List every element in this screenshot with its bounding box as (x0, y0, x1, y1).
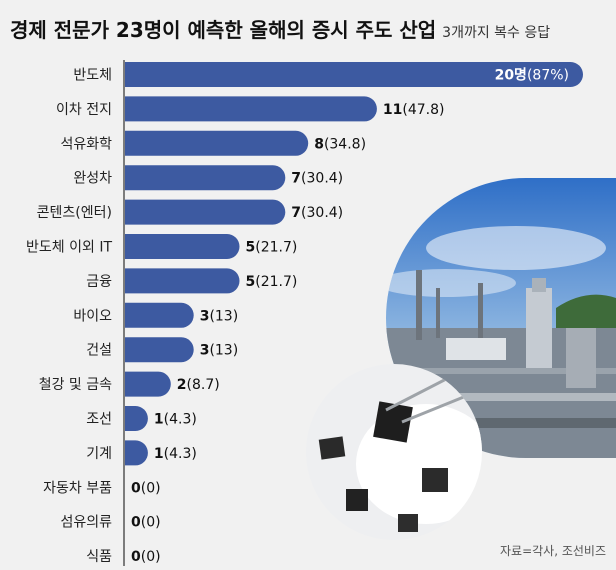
bar (125, 233, 240, 259)
value-count: 7 (291, 171, 301, 187)
value-label: 0(0) (131, 515, 161, 531)
value-count: 3 (200, 343, 210, 359)
value-percent: (21.7) (255, 274, 297, 290)
bar (125, 302, 194, 328)
category-label: 바이오 (73, 308, 112, 324)
value-count: 0 (131, 515, 141, 531)
value-count: 0 (131, 549, 141, 565)
category-label: 완성차 (73, 171, 112, 187)
category-label: 철강 및 금속 (39, 377, 112, 393)
bar (125, 406, 148, 431)
category-label: 기계 (86, 446, 112, 462)
value-count: 7 (291, 205, 301, 221)
semiconductor-chip-photo (306, 364, 482, 540)
value-label: 0(0) (131, 549, 161, 565)
bar (125, 62, 583, 87)
value-percent: (8.7) (187, 377, 220, 393)
value-label: 1(4.3) (154, 446, 197, 462)
value-percent: (13) (209, 343, 238, 359)
category-label: 식품 (86, 549, 112, 565)
value-percent: (47.8) (402, 102, 444, 118)
category-label: 조선 (86, 412, 112, 428)
value-label: 5(21.7) (246, 274, 298, 290)
bar (125, 165, 286, 191)
value-percent: (0) (141, 515, 161, 531)
category-label: 반도체 이외 IT (26, 240, 112, 256)
value-label: 5(21.7) (246, 240, 298, 256)
value-count: 1 (154, 446, 164, 462)
value-count: 3 (200, 308, 210, 324)
value-count: 0 (131, 480, 141, 496)
category-label: 섬유의류 (60, 515, 112, 531)
bar (125, 371, 171, 397)
category-label: 금융 (86, 274, 112, 290)
value-percent: (4.3) (164, 446, 197, 462)
value-count: 5 (246, 240, 256, 256)
source-note: 자료=각사, 조선비즈 (499, 544, 606, 558)
bar (125, 96, 377, 122)
value-percent: (87%) (527, 68, 569, 84)
value-label: 8(34.8) (314, 136, 366, 152)
bar (125, 337, 194, 363)
value-count: 20명 (495, 67, 527, 84)
value-label: 3(13) (200, 308, 239, 324)
value-percent: (0) (141, 480, 161, 496)
value-percent: (30.4) (301, 171, 343, 187)
bar (125, 130, 309, 156)
value-percent: (34.8) (324, 136, 366, 152)
value-count: 2 (177, 377, 187, 393)
value-count: 11 (383, 102, 402, 118)
value-label: 7(30.4) (291, 205, 343, 221)
category-label: 이차 전지 (56, 102, 112, 118)
category-label: 석유화학 (60, 136, 112, 152)
value-percent: (13) (209, 308, 238, 324)
value-label: 7(30.4) (291, 171, 343, 187)
value-count: 5 (246, 274, 256, 290)
value-label: 2(8.7) (177, 377, 220, 393)
chart-title: 경제 전문가 23명이 예측한 올해의 증시 주도 산업 3개까지 복수 응답 (10, 14, 550, 43)
value-percent: (4.3) (164, 412, 197, 428)
value-percent: (21.7) (255, 240, 297, 256)
value-label: 11(47.8) (383, 102, 445, 118)
value-label: 1(4.3) (154, 412, 197, 428)
value-percent: (30.4) (301, 205, 343, 221)
value-percent: (0) (141, 549, 161, 565)
chart-title-text: 경제 전문가 23명이 예측한 올해의 증시 주도 산업 (10, 18, 437, 42)
bar (125, 268, 240, 294)
bar (125, 199, 286, 225)
bar (125, 440, 148, 466)
category-label: 건설 (86, 343, 112, 359)
chart-subtitle: 3개까지 복수 응답 (442, 25, 551, 41)
value-label: 20명(87%) (495, 67, 569, 84)
category-label: 콘텐츠(엔터) (37, 205, 112, 221)
value-count: 8 (314, 136, 324, 152)
category-label: 자동차 부품 (43, 480, 112, 496)
value-label: 3(13) (200, 343, 239, 359)
value-label: 0(0) (131, 480, 161, 496)
category-label: 반도체 (73, 68, 112, 84)
value-count: 1 (154, 412, 164, 428)
